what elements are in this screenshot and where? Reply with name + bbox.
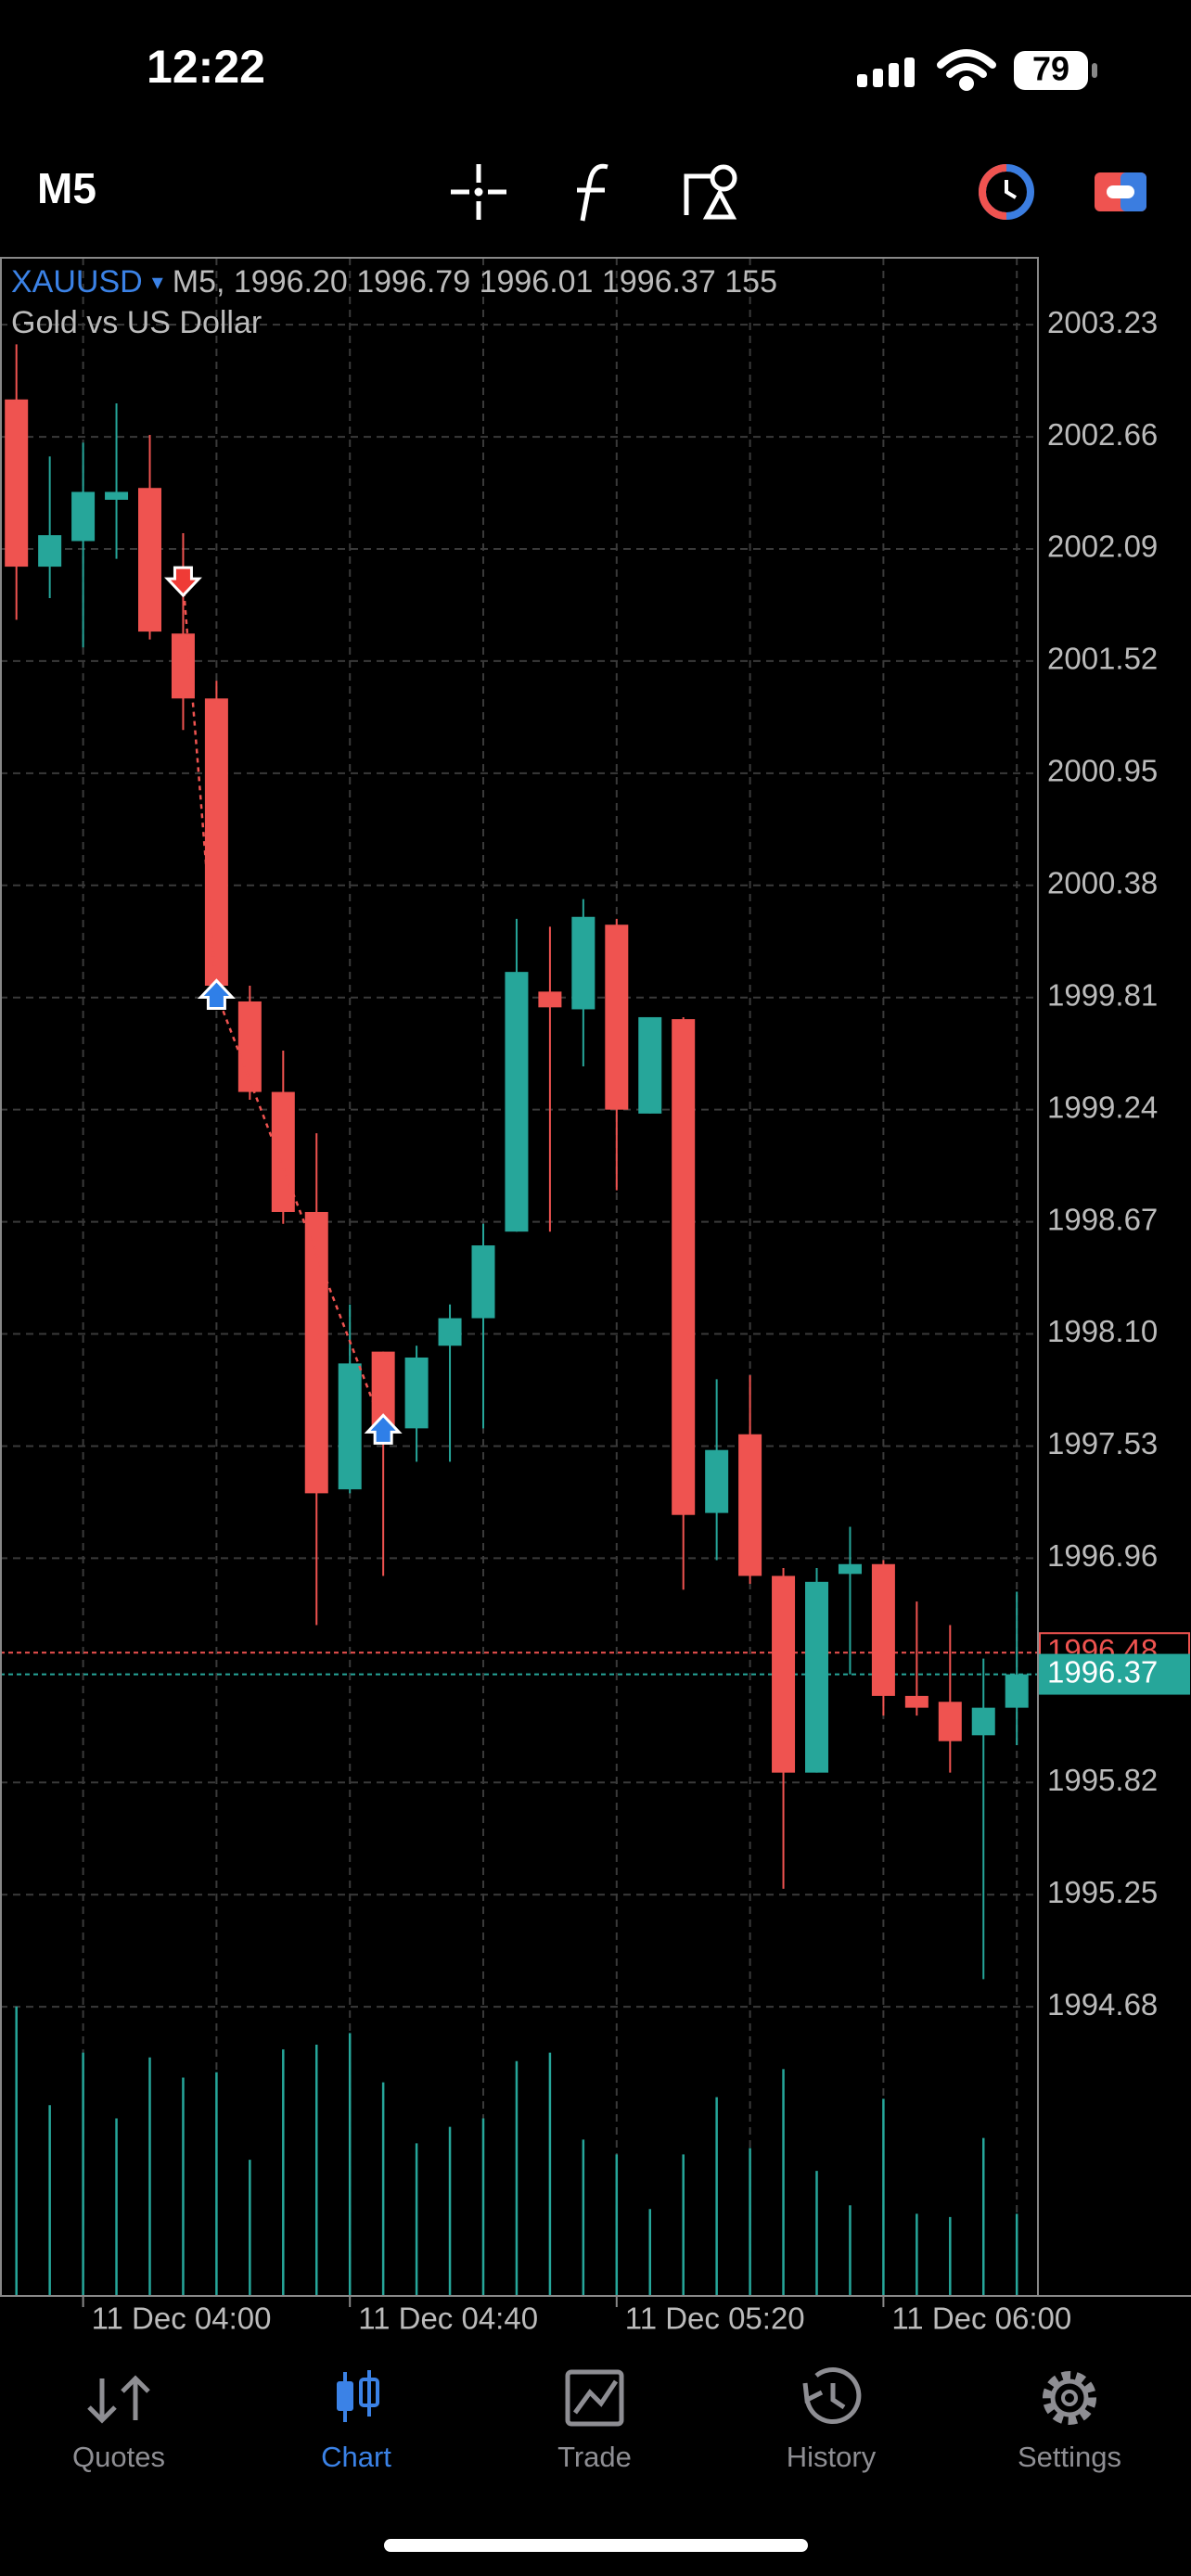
candle-body — [204, 698, 228, 986]
candle-body — [638, 1016, 662, 1114]
tab-label[interactable]: Quotes — [72, 2441, 165, 2473]
trade-link — [182, 581, 218, 994]
trade-link — [215, 993, 385, 1429]
x-tick-label: 11 Dec 04:00 — [92, 2302, 272, 2336]
signal-icon — [857, 57, 915, 87]
candle-body — [971, 1707, 995, 1736]
candle-body — [805, 1581, 828, 1773]
trade-button[interactable] — [1095, 172, 1146, 211]
y-tick-label: 1994.68 — [1047, 1987, 1158, 2021]
symbol-menu[interactable]: ▾ — [152, 270, 163, 295]
chart-header: XAUUSD ▾ M5, 1996.20 1996.79 1996.01 1996.… — [11, 264, 777, 300]
trade-arrow — [163, 566, 202, 598]
candle-body — [605, 925, 629, 1110]
chart-subtitle: Gold vs US Dollar — [11, 305, 262, 340]
candle-body — [938, 1702, 962, 1741]
x-tick-label: 11 Dec 04:40 — [358, 2302, 538, 2336]
chart-frame — [0, 257, 1039, 2296]
y-tick-label: 2003.23 — [1047, 305, 1158, 339]
candle-body — [38, 535, 62, 567]
candle-body — [738, 1434, 762, 1576]
history-icon[interactable] — [802, 2367, 862, 2424]
candle-body — [271, 1091, 295, 1212]
chart-icon[interactable] — [337, 2370, 379, 2422]
candle-body — [538, 991, 562, 1008]
candle-body — [672, 1019, 696, 1515]
quotes-icon[interactable] — [87, 2375, 150, 2424]
timeframe[interactable]: M5 — [37, 164, 96, 212]
candle-body — [471, 1245, 495, 1319]
y-tick-label: 1996.96 — [1047, 1538, 1158, 1573]
candle-body — [171, 633, 195, 699]
home-indicator — [384, 2539, 808, 2552]
y-tick-label: 1998.10 — [1047, 1314, 1158, 1348]
x-tick-label: 11 Dec 05:20 — [625, 2302, 805, 2336]
candle-body — [705, 1449, 729, 1513]
y-tick-label: 1998.67 — [1047, 1202, 1158, 1236]
signals-button[interactable] — [979, 164, 1034, 220]
wifi-icon — [937, 49, 996, 91]
y-tick-label: 2000.95 — [1047, 754, 1158, 788]
indicators-button[interactable] — [577, 163, 608, 222]
y-tick-label: 2000.38 — [1047, 866, 1158, 900]
candle-body — [904, 1695, 928, 1708]
symbol[interactable]: XAUUSD — [11, 264, 143, 300]
candle-body — [1005, 1674, 1029, 1708]
candle-body — [772, 1575, 796, 1773]
battery — [1014, 51, 1088, 90]
candle-body — [838, 1563, 862, 1575]
y-tick-label: 2002.66 — [1047, 417, 1158, 452]
candle-body — [237, 1001, 262, 1092]
candle-body — [438, 1318, 462, 1346]
tab-label[interactable]: Settings — [1018, 2441, 1121, 2473]
candle-body — [871, 1563, 895, 1696]
trade-arrow — [364, 1413, 403, 1445]
chart-info: M5, 1996.20 1996.79 1996.01 1996.37 155 — [173, 264, 777, 300]
tab-label[interactable]: History — [787, 2441, 877, 2473]
battery-level: 79 — [1032, 50, 1069, 88]
battery-cap — [1092, 63, 1097, 78]
settings-icon[interactable] — [1043, 2371, 1096, 2425]
candle-body — [5, 399, 29, 567]
candle-body — [304, 1211, 328, 1494]
y-tick-label: 1995.25 — [1047, 1875, 1158, 1909]
objects-button[interactable] — [684, 164, 737, 220]
candle-body — [138, 488, 161, 632]
y-tick-label: 1995.82 — [1047, 1763, 1158, 1797]
y-tick-label: 2001.52 — [1047, 642, 1158, 676]
crosshair-button[interactable] — [451, 164, 506, 220]
tab-label[interactable]: Trade — [557, 2441, 632, 2473]
price-label: 1996.37 — [1047, 1654, 1158, 1689]
price-label-box — [1039, 1653, 1190, 1695]
trade-icon[interactable] — [565, 2369, 624, 2427]
candle-body — [404, 1357, 429, 1429]
y-tick-label: 1999.81 — [1047, 977, 1158, 1012]
y-tick-label: 1999.24 — [1047, 1090, 1158, 1124]
candle-body — [338, 1363, 362, 1490]
candle-body — [105, 491, 129, 500]
tab-label[interactable]: Chart — [321, 2441, 391, 2473]
candle-body — [571, 916, 596, 1010]
chart: 2003.23 2002.66 2002.09 2001.52 2000.95 2000.… — [0, 257, 1191, 2336]
y-tick-label: 2002.09 — [1047, 529, 1158, 564]
candle-body — [505, 972, 529, 1232]
clock: 12:22 — [147, 41, 265, 93]
candle-body — [71, 491, 96, 542]
x-tick-label: 11 Dec 06:00 — [891, 2302, 1071, 2336]
trade-arrow — [197, 978, 236, 1010]
tab-bar: Quotes Chart Trade History Settings — [72, 2441, 1121, 2473]
y-tick-label: 1997.53 — [1047, 1426, 1158, 1460]
